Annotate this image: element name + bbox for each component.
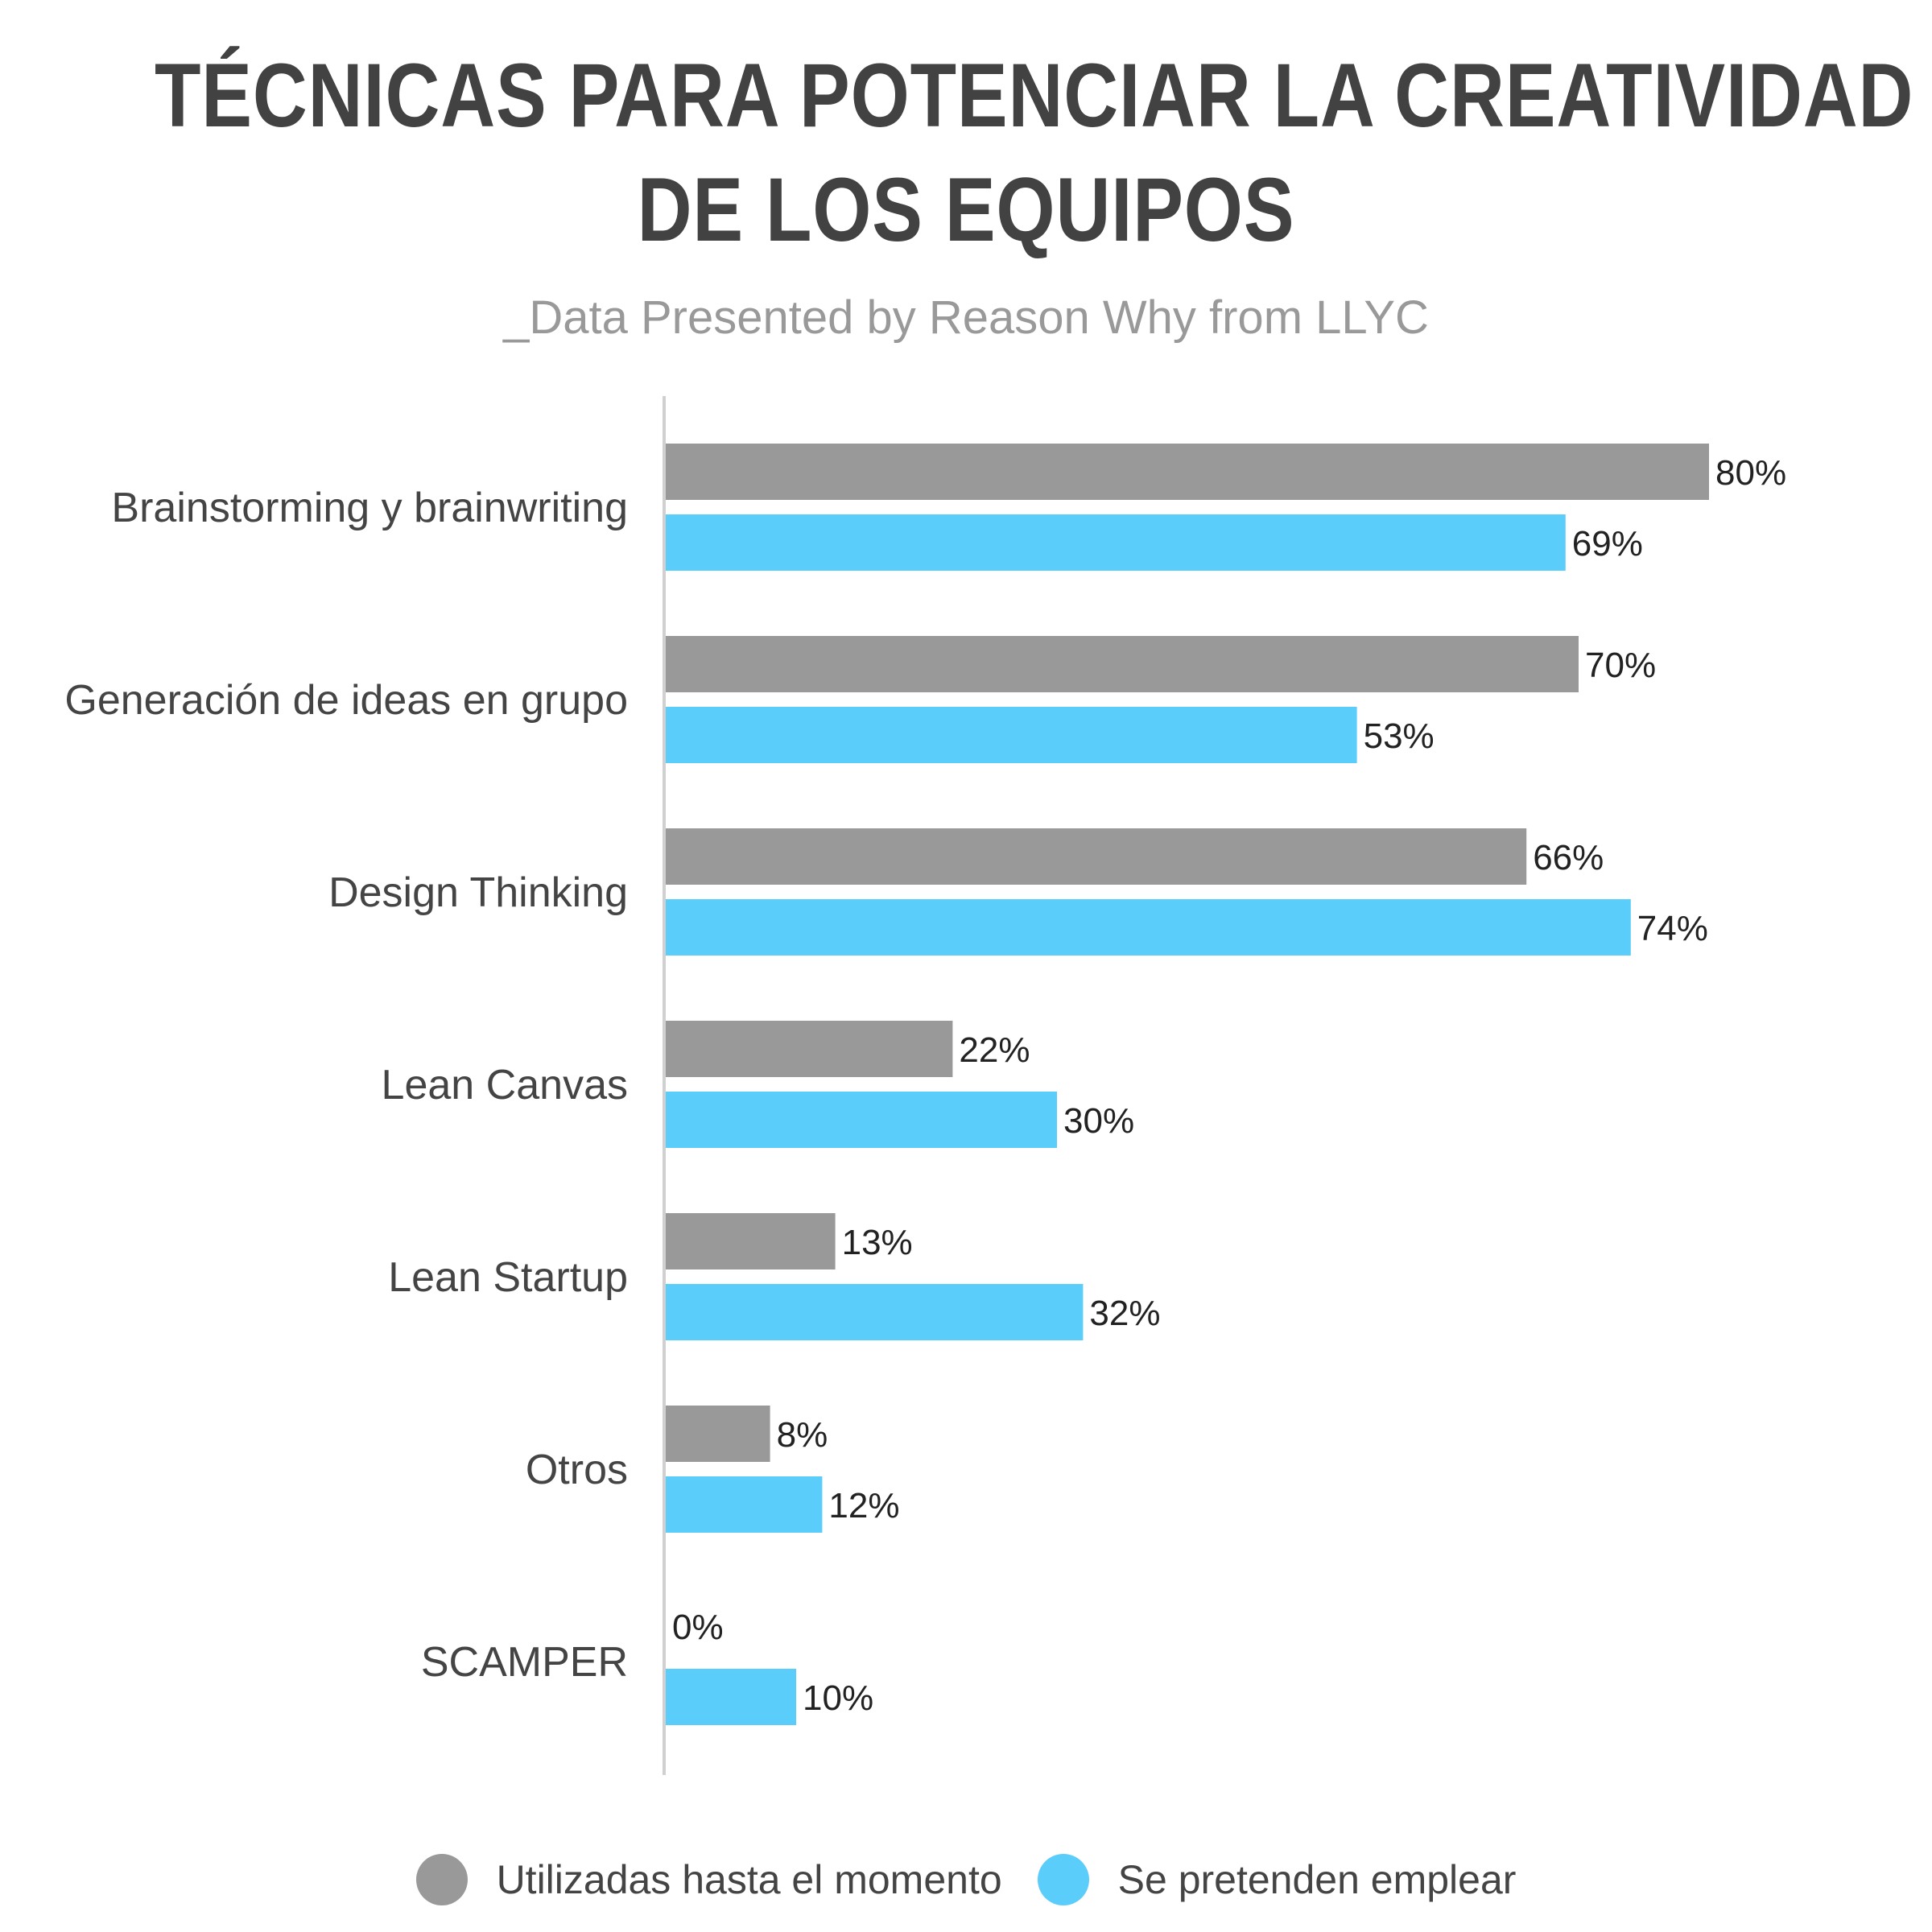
- category-label: Lean Startup: [388, 1254, 628, 1301]
- bar-utilizadas: [666, 1406, 770, 1462]
- bar-utilizadas: [666, 636, 1579, 692]
- data-label: 0%: [672, 1608, 724, 1647]
- data-label: 66%: [1533, 838, 1604, 877]
- bar-pretenden: [666, 1476, 823, 1533]
- data-label: 69%: [1572, 524, 1643, 564]
- bar-pretenden: [666, 707, 1357, 763]
- legend-item-series-2: Se pretenden emplear: [1037, 1854, 1517, 1905]
- legend-swatch-series-2: [1037, 1854, 1089, 1905]
- chart-subtitle: _Data Presented by Reason Why from LLYC: [503, 291, 1429, 344]
- category-label: Otros: [526, 1447, 628, 1493]
- legend-swatch-series-1: [415, 1854, 468, 1905]
- chart-legend: Utilizadas hasta el momento Se pretenden…: [0, 1847, 1932, 1912]
- data-label: 32%: [1089, 1294, 1160, 1333]
- bar-pretenden: [666, 899, 1631, 956]
- data-label: 12%: [828, 1486, 899, 1525]
- data-label: 30%: [1063, 1101, 1134, 1141]
- bar-utilizadas: [666, 1213, 836, 1269]
- category-label: SCAMPER: [421, 1639, 628, 1686]
- bar-pretenden: [666, 1669, 796, 1725]
- data-label: 22%: [959, 1030, 1030, 1070]
- bar-utilizadas: [666, 828, 1527, 885]
- bar-pretenden: [666, 1284, 1084, 1340]
- data-label: 80%: [1715, 453, 1786, 493]
- bar-chart: Brainstorming y brainwriting 80% 69% Genera…: [64, 396, 1786, 1775]
- data-label: 74%: [1637, 909, 1708, 948]
- bar-pretenden: [666, 1092, 1057, 1148]
- bar-utilizadas: [666, 1021, 953, 1077]
- data-label: 70%: [1585, 646, 1656, 685]
- data-label: 53%: [1364, 716, 1435, 756]
- bar-pretenden: [666, 514, 1566, 571]
- category-label: Brainstorming y brainwriting: [111, 485, 628, 531]
- category-label: Lean Canvas: [382, 1062, 628, 1108]
- chart-title: TÉCNICAS PARA POTENCIAR LA CREATIVIDAD D…: [155, 39, 1914, 267]
- legend-label-series-1: Utilizadas hasta el momento: [496, 1857, 1002, 1902]
- legend-label-series-2: Se pretenden emplear: [1117, 1857, 1517, 1902]
- bar-utilizadas: [666, 444, 1709, 500]
- data-label: 8%: [777, 1415, 828, 1455]
- data-label: 10%: [803, 1678, 873, 1718]
- category-label: Generación de ideas en grupo: [64, 677, 628, 724]
- chart-title-line-1: TÉCNICAS PARA POTENCIAR LA CREATIVIDAD: [155, 45, 1914, 146]
- chart-title-line-2: DE LOS EQUIPOS: [637, 159, 1295, 260]
- legend-item-series-1: Utilizadas hasta el momento: [415, 1854, 1002, 1905]
- data-label: 13%: [842, 1223, 913, 1262]
- category-label: Design Thinking: [328, 869, 628, 916]
